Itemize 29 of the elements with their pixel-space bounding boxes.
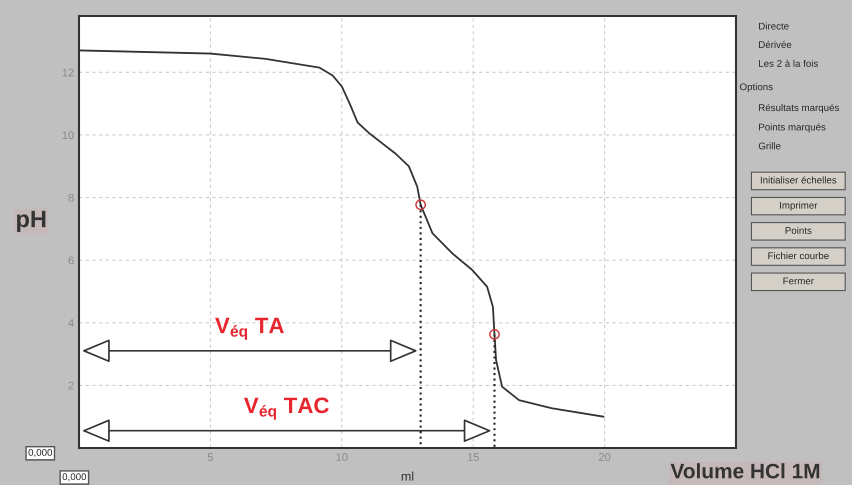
text: Directe xyxy=(759,22,789,30)
y-axis-title: pH xyxy=(17,210,46,232)
annotation: V$_{éq}$ TAC xyxy=(244,397,329,420)
x-tick-label: 20 xyxy=(598,453,610,462)
text: Les 2 à la fois xyxy=(759,60,818,67)
text: Imprimer xyxy=(780,202,818,211)
y-tick-label: 6 xyxy=(68,256,74,264)
text: Initialiser échelles xyxy=(760,176,836,184)
y-tick-label: 2 xyxy=(68,382,74,390)
y-tick-label: 12 xyxy=(62,68,74,76)
x-tick-label: 10 xyxy=(336,453,348,462)
x-tick-label: 5 xyxy=(208,453,214,462)
text: Fermer xyxy=(783,278,814,284)
text: Résultats marqués xyxy=(759,104,839,114)
x-tick-label: 15 xyxy=(468,453,479,462)
text: Volume HCl 1M xyxy=(670,463,820,478)
text: Options xyxy=(740,83,773,92)
text: Points marqués xyxy=(759,123,826,132)
text: Dérivée xyxy=(759,40,792,48)
annotation: V$_{éq}$ TA xyxy=(215,318,284,340)
y-tick-label: 4 xyxy=(68,319,74,327)
text: Points xyxy=(786,226,812,234)
text: 0,000 xyxy=(28,449,52,458)
text: 0,000 xyxy=(62,473,86,482)
x-axis-title: ml xyxy=(402,472,414,481)
text: Fichier courbe xyxy=(768,252,829,260)
text: Grille xyxy=(758,142,781,150)
y-tick-label: 8 xyxy=(68,194,74,202)
y-tick-label: 10 xyxy=(62,131,74,140)
